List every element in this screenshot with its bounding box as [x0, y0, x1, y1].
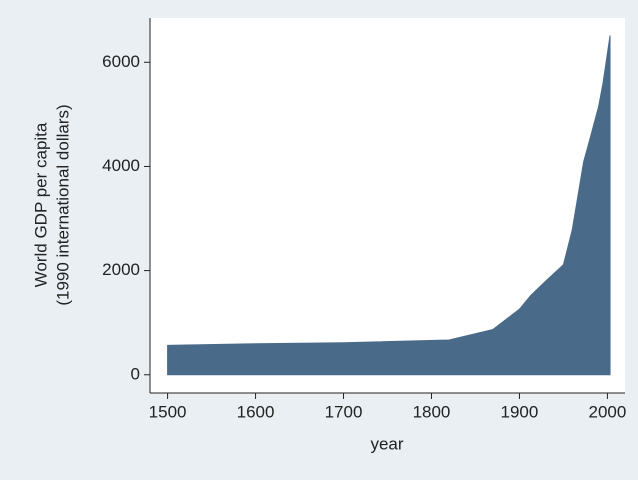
x-tick-label: 2000	[588, 402, 626, 421]
x-tick-label: 1800	[413, 402, 451, 421]
x-tick-label: 1900	[501, 402, 539, 421]
y-tick-label: 2000	[102, 260, 140, 279]
y-tick-label: 4000	[102, 156, 140, 175]
y-tick-label: 6000	[102, 52, 140, 71]
y-axis-title: World GDP per capita	[31, 122, 50, 287]
x-tick-label: 1500	[149, 402, 187, 421]
x-tick-label: 1700	[325, 402, 363, 421]
x-tick-label: 1600	[237, 402, 275, 421]
x-axis-title: year	[370, 434, 403, 453]
y-tick-label: 0	[131, 364, 140, 383]
y-axis-title: (1990 international dollars)	[53, 104, 72, 305]
area	[167, 35, 611, 376]
